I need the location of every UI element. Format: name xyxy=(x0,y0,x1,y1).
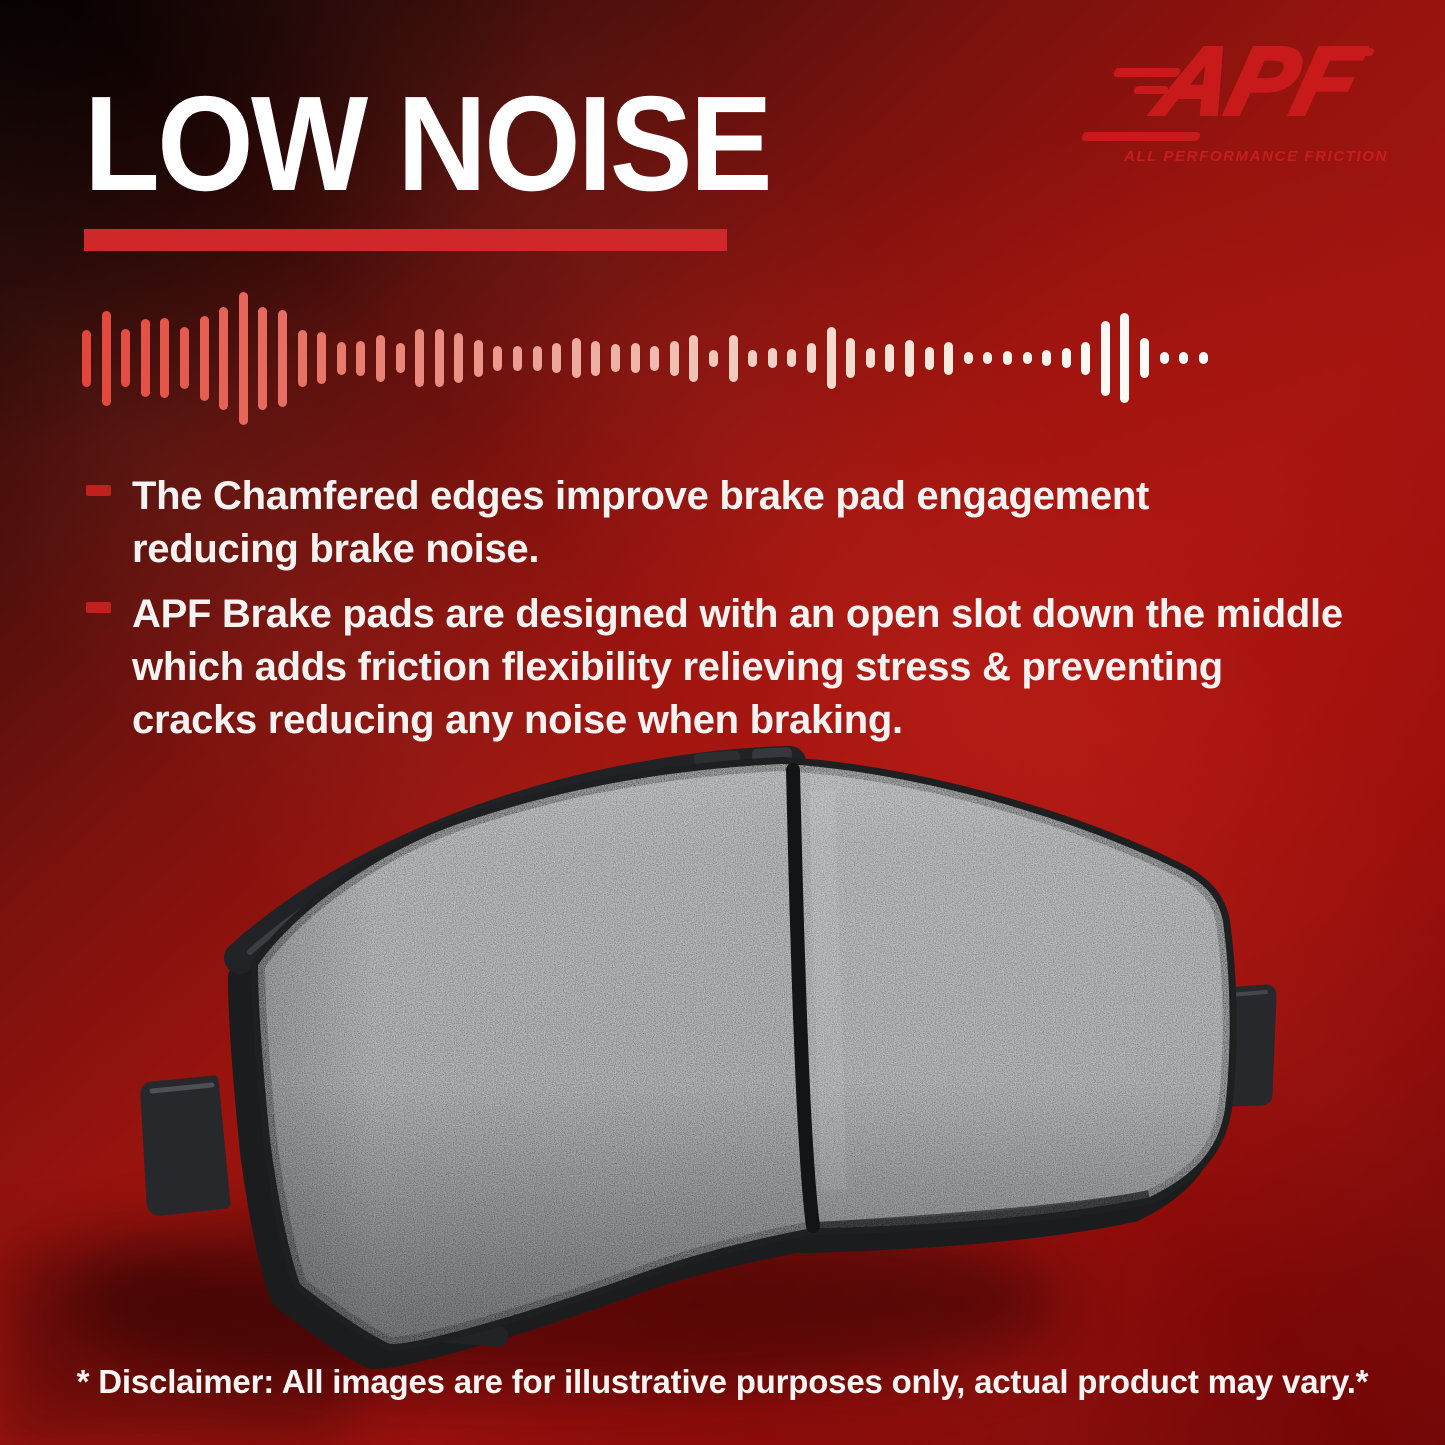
wave-bar xyxy=(571,338,581,378)
wave-bar xyxy=(924,346,934,370)
wave-bar xyxy=(473,339,483,377)
apf-logo: APF ALL PERFORMANCE FRICTION xyxy=(1080,26,1386,176)
wave-bar xyxy=(160,318,170,398)
wave-bar xyxy=(1198,352,1208,364)
wave-bar xyxy=(532,345,542,371)
disclaimer-text: * Disclaimer: All images are for illustr… xyxy=(76,1363,1369,1400)
wave-bar xyxy=(611,344,621,372)
wave-bar xyxy=(1100,320,1110,396)
logo-tagline: ALL PERFORMANCE FRICTION xyxy=(1124,148,1388,165)
wave-bar xyxy=(101,310,111,406)
wave-bar xyxy=(650,345,660,371)
wave-bar xyxy=(454,333,464,383)
bullet-dash-icon xyxy=(86,602,111,613)
wave-bar xyxy=(336,341,346,375)
wave-bar xyxy=(806,343,816,373)
bullet-text-chamfered-edges: The Chamfered edges improve brake pad en… xyxy=(132,474,1150,571)
wave-bar xyxy=(885,344,895,372)
wave-bar xyxy=(826,327,836,389)
wave-bar xyxy=(748,349,758,367)
wave-bar xyxy=(1042,350,1052,366)
wave-bar xyxy=(375,334,385,382)
wave-bar xyxy=(395,343,405,373)
wave-bar xyxy=(199,315,209,401)
wave-bar xyxy=(865,348,875,368)
wave-bar xyxy=(258,306,268,410)
bullet-dash-icon xyxy=(86,485,111,496)
wave-bar xyxy=(963,352,973,364)
wave-bar xyxy=(317,332,327,384)
wave-bar xyxy=(630,343,640,373)
wave-bar xyxy=(179,327,189,389)
wave-bar xyxy=(904,339,914,377)
wave-bar xyxy=(709,349,718,367)
wave-bar xyxy=(944,341,954,375)
wave-bar xyxy=(1002,351,1012,365)
title-underline-bar xyxy=(84,229,727,251)
wave-bar xyxy=(1081,341,1091,375)
wave-bar xyxy=(277,309,287,407)
wave-bar xyxy=(767,348,777,368)
wave-bar xyxy=(1159,352,1169,364)
wave-bar xyxy=(434,329,444,387)
wave-bar xyxy=(513,345,523,371)
wave-bar xyxy=(415,329,425,387)
wave-bar xyxy=(669,340,679,376)
wave-bar xyxy=(552,343,562,373)
wave-bar xyxy=(1120,313,1130,403)
wave-bar xyxy=(219,306,229,410)
wave-bar xyxy=(983,352,993,364)
wave-bar xyxy=(689,334,699,382)
wave-bar xyxy=(1140,338,1150,378)
wave-bar xyxy=(846,338,856,378)
bullet-text-open-slot: APF Brake pads are designed with an open… xyxy=(132,592,1343,742)
page-title: LOW NOISE xyxy=(84,68,773,219)
wave-bar xyxy=(728,334,738,382)
wave-bar xyxy=(121,329,131,387)
wave-bar xyxy=(82,329,91,387)
wave-bar xyxy=(238,291,248,425)
sound-wave xyxy=(82,288,1222,428)
wave-bar xyxy=(1179,352,1189,364)
wave-bar xyxy=(356,340,366,376)
wave-bar xyxy=(297,329,307,387)
wave-bar xyxy=(787,349,797,367)
wave-bar xyxy=(1022,352,1032,364)
wave-bar xyxy=(140,319,150,397)
wave-bar xyxy=(493,345,503,371)
wave-bar xyxy=(1061,348,1071,368)
wave-bar xyxy=(591,340,601,376)
